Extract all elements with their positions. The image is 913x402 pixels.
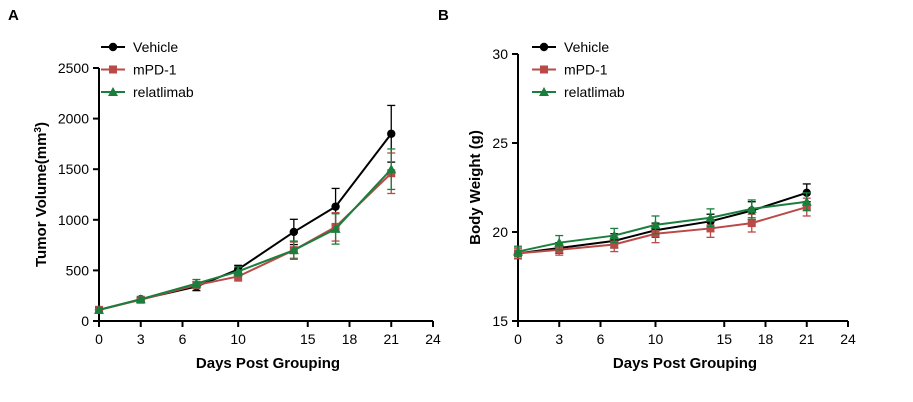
series-line [98,133,393,311]
data-point [513,246,523,256]
data-point [801,196,812,206]
x-tick-label: 24 [840,331,856,347]
series-Vehicle [94,104,396,315]
legend-label: mPD-1 [133,62,177,78]
y-axis-title-close: ) [33,122,50,127]
y-axis-title-group: Body Weight (g) [467,130,484,245]
data-point [386,164,397,174]
y-axis-title-main: Tumor Volume(mm [33,133,50,267]
panel-a: A Tumor Volume(mm3) Days Post Grouping 0… [8,7,441,372]
x-tick-label: 18 [758,331,774,347]
data-point [94,304,104,314]
data-point [191,278,202,288]
legend-entry: relatlimab [101,84,194,100]
data-point [331,202,340,211]
plot-area-a: 0 500 1000 1500 2000 2500 0 3 6 10 15 18 21 24 Vehicle… [58,39,441,347]
y-tick-label: 25 [492,135,508,151]
y-tick-label: 30 [492,46,508,62]
plot-area-b: 15 20 25 30 0 3 6 10 15 18 21 24 Vehicle mPD-1 relatli… [492,39,856,347]
legend-marker [539,87,549,96]
x-axis-title: Days Post Grouping [196,355,340,372]
y-axis-title: Tumor Volume(mm3) [33,122,51,267]
series-line [98,172,392,311]
y-axis-title-sup: 3 [33,127,44,133]
x-tick-label: 15 [300,331,316,347]
x-tick-label: 15 [716,331,732,347]
x-tick-label: 21 [799,331,815,347]
series-relatlimab [94,148,397,314]
y-axis-title: Body Weight (g) [467,130,484,245]
data-point [610,240,619,249]
y-tick-label: 1500 [58,161,89,177]
x-tick-label: 3 [555,331,563,347]
legend-label: relatlimab [133,84,194,100]
y-tick-label: 2000 [58,111,89,127]
data-point [746,203,757,213]
x-tick-label: 10 [648,331,664,347]
panel-letter-b: B [438,7,449,24]
panel-letter-a: A [8,7,19,24]
data-point [706,224,715,233]
data-point [330,223,341,233]
legend-entry: Vehicle [101,39,178,55]
legend-marker [540,65,548,74]
data-point [233,266,244,276]
legend-entry: mPD-1 [101,62,177,78]
data-point [289,227,299,237]
legend-label: mPD-1 [564,62,608,78]
x-tick-label: 0 [95,331,103,347]
data-point [609,230,620,240]
y-tick-label: 0 [81,313,89,329]
data-point [387,129,396,138]
legend-label: Vehicle [133,39,178,55]
x-tick-label: 6 [597,331,605,347]
x-tick-label: 0 [514,331,522,347]
legend-label: relatlimab [564,84,625,100]
legend-entry: mPD-1 [532,62,608,78]
data-point [650,219,661,229]
legend-marker [108,42,118,52]
legend-marker [109,65,117,74]
data-point [554,237,565,247]
panel-b: B Body Weight (g) Days Post Grouping 15 2… [438,7,856,372]
y-tick-label: 2500 [58,60,89,76]
series-relatlimab [513,192,812,258]
y-axis-title-main: Body Weight (g) [467,130,484,245]
x-tick-label: 18 [342,331,358,347]
legend-entry: Vehicle [532,39,609,55]
data-point [135,294,146,304]
x-tick-label: 10 [230,331,246,347]
x-axis-title: Days Post Grouping [613,355,757,372]
x-tick-label: 24 [425,331,441,347]
legend-marker [539,42,549,52]
series-mPD-1 [95,152,396,314]
y-tick-label: 20 [492,224,508,240]
data-point [705,212,716,222]
y-tick-label: 500 [66,262,90,278]
y-tick-label: 15 [492,313,508,329]
data-point [288,245,299,255]
data-point [747,219,756,228]
y-axis-title-group: Tumor Volume(mm3) [33,122,51,267]
y-tick-label: 1000 [58,212,89,228]
legend-label: Vehicle [564,39,609,55]
legend-entry: relatlimab [532,84,625,100]
x-tick-label: 3 [137,331,145,347]
legend-marker [108,87,118,96]
x-tick-label: 21 [383,331,399,347]
x-tick-label: 6 [179,331,187,347]
